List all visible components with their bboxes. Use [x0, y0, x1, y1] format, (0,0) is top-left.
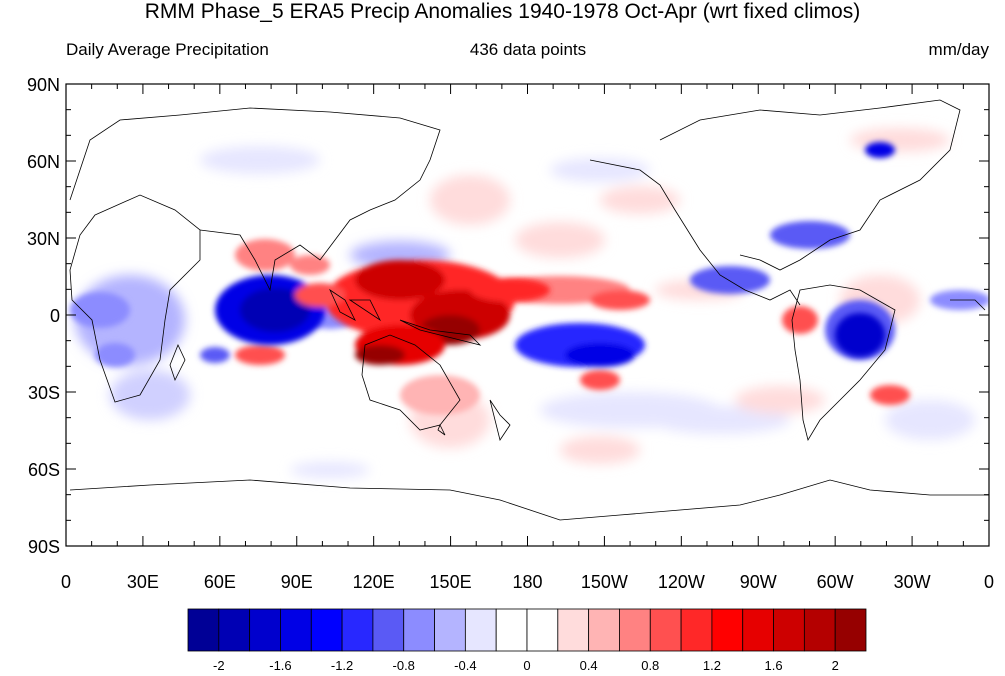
latitude-labels: 90N 60N 30N 0 30S 60S 90S [27, 75, 60, 557]
lon-tick-label: 60W [817, 572, 854, 592]
lat-tick-label: 30N [27, 229, 60, 249]
colorbar-swatch [372, 608, 405, 652]
lon-tick-label: 0 [984, 572, 994, 592]
colorbar-label: -2 [213, 658, 225, 673]
lat-tick-label: 60S [28, 460, 60, 480]
colorbar-swatch [619, 608, 651, 652]
colorbar-swatch [526, 608, 559, 652]
coastlines [69, 99, 989, 521]
units-label: mm/day [928, 40, 989, 59]
lon-tick-label: 150W [581, 572, 628, 592]
colorbar-swatch [341, 608, 374, 652]
lat-tick-label: 90N [27, 75, 60, 95]
colorbar-label: 0.4 [580, 658, 598, 673]
colorbar-swatch [834, 608, 867, 652]
lon-tick-label: 30W [894, 572, 931, 592]
left-subtitle: Daily Average Precipitation [66, 40, 269, 59]
colorbar-label: -0.8 [393, 658, 415, 673]
colorbar-label: 1.2 [703, 658, 721, 673]
colorbar-swatch [742, 608, 774, 652]
colorbar-label: 1.6 [765, 658, 783, 673]
latitude-ticks [66, 83, 989, 547]
moderate-anomalies [70, 142, 989, 415]
colorbar-swatch [434, 608, 466, 652]
colorbar-swatch [803, 608, 836, 652]
colorbar-swatch [557, 608, 590, 652]
center-subtitle: 436 data points [469, 40, 587, 59]
strong-anomalies [215, 260, 885, 367]
colorbar-swatch [403, 608, 435, 652]
colorbar-swatch [464, 608, 497, 652]
lat-tick-label: 90S [28, 537, 60, 557]
lon-tick-label: 0 [61, 572, 71, 592]
colorbar-swatch [249, 608, 281, 652]
colorbar-swatch [218, 608, 251, 652]
lon-tick-label: 120W [658, 572, 705, 592]
lon-tick-label: 90E [281, 572, 313, 592]
colorbar-swatch [680, 608, 713, 652]
colorbar-label: 0 [523, 658, 530, 673]
map-title: RMM Phase_5 ERA5 Precip Anomalies 1940-1… [144, 0, 861, 23]
longitude-ticks [65, 84, 990, 546]
lon-tick-label: 90W [740, 572, 777, 592]
colorbar [187, 608, 867, 652]
colorbar-swatch [711, 608, 744, 652]
lon-tick-label: 30E [127, 572, 159, 592]
colorbar-swatch [773, 608, 805, 652]
colorbar-swatch [280, 608, 312, 652]
colorbar-swatch [649, 608, 682, 652]
weak-anomalies [75, 128, 975, 478]
lon-tick-label: 120E [353, 572, 395, 592]
colorbar-label: 0.8 [641, 658, 659, 673]
colorbar-label: -0.4 [454, 658, 476, 673]
precip-anomaly-field [70, 128, 989, 478]
colorbar-swatch [187, 608, 220, 652]
colorbar-swatch [495, 608, 528, 652]
colorbar-label: -1.2 [331, 658, 353, 673]
lat-tick-label: 60N [27, 152, 60, 172]
colorbar-swatch [310, 608, 343, 652]
lat-tick-label: 30S [28, 383, 60, 403]
lon-tick-label: 150E [430, 572, 472, 592]
lat-tick-label: 0 [50, 306, 60, 326]
longitude-labels: 0 30E 60E 90E 120E 150E 180 150W 120W 90W 60W 30W 0 [61, 572, 994, 592]
lon-tick-label: 180 [512, 572, 542, 592]
colorbar-label: 2 [832, 658, 839, 673]
colorbar-swatch [588, 608, 620, 652]
colorbar-label: -1.6 [269, 658, 291, 673]
colorbar-labels: -2 -1.6 -1.2 -0.8 -0.4 0 0.4 0.8 1.2 1.6 2 [213, 658, 839, 673]
lon-tick-label: 60E [204, 572, 236, 592]
